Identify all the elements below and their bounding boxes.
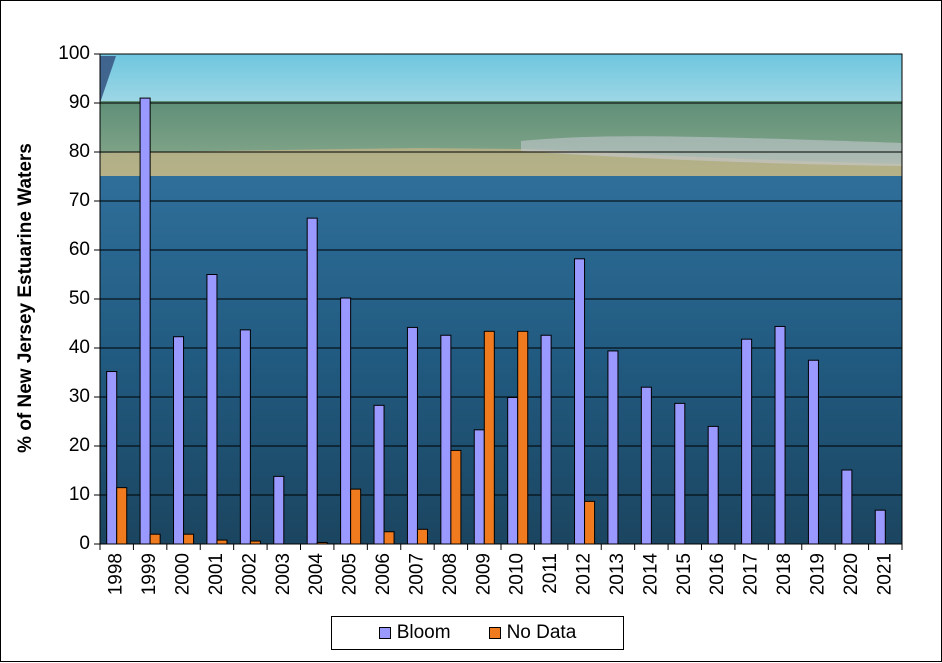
bar-no-data-1998 — [117, 488, 127, 544]
y-tick-label: 20 — [69, 435, 90, 456]
x-tick-label: 2003 — [273, 553, 294, 595]
x-tick-label: 2021 — [874, 553, 895, 595]
x-tick-label: 2019 — [807, 553, 828, 595]
x-tick-labels: 1998 1999 2000 2001 2002 2003 2004 2005 2006 2007… — [106, 553, 896, 596]
y-tick-label: 10 — [69, 484, 90, 505]
x-tick-label: 2016 — [707, 553, 728, 595]
bar-bloom-1999 — [140, 98, 150, 544]
bar-no-data-2007 — [417, 529, 427, 544]
y-tick-label: 0 — [79, 533, 90, 554]
bar-bloom-2015 — [675, 403, 685, 544]
bar-bloom-2011 — [541, 335, 551, 544]
bar-bloom-2018 — [775, 326, 785, 544]
x-tick-label: 2014 — [640, 553, 661, 596]
bar-no-data-2010 — [518, 331, 528, 544]
legend: Bloom No Data — [331, 616, 624, 650]
x-tick-label: 2005 — [340, 553, 361, 595]
bar-bloom-2002 — [240, 330, 250, 544]
bar-bloom-2009 — [474, 430, 484, 544]
x-tick-label: 2018 — [774, 553, 795, 595]
bar-bloom-2005 — [341, 298, 351, 544]
bar-bloom-2016 — [708, 426, 718, 544]
bar-no-data-2012 — [585, 501, 595, 544]
x-tick-label: 2008 — [440, 553, 461, 595]
bar-no-data-2006 — [384, 532, 394, 544]
y-tick-label: 90 — [69, 92, 90, 113]
x-tick-label: 2017 — [741, 553, 762, 595]
legend-swatch-no-data — [489, 627, 501, 639]
y-tick-label: 70 — [69, 190, 90, 211]
x-tick-label: 2009 — [473, 553, 494, 595]
y-tick-label: 60 — [69, 239, 90, 260]
y-tick-labels: 0 10 20 30 40 50 60 70 80 90 100 — [58, 43, 90, 554]
legend-item-bloom: Bloom — [379, 622, 451, 644]
x-tick-label: 2006 — [373, 553, 394, 595]
bar-bloom-2017 — [742, 339, 752, 544]
legend-label-bloom: Bloom — [397, 622, 451, 644]
bar-bloom-2019 — [808, 360, 818, 544]
x-tick-label: 2012 — [574, 553, 595, 595]
legend-swatch-bloom — [379, 627, 391, 639]
bar-no-data-2009 — [484, 331, 494, 544]
bar-bloom-2014 — [641, 387, 651, 544]
x-tick-label: 2001 — [206, 553, 227, 595]
x-tick-label: 2000 — [173, 553, 194, 595]
bar-bloom-2008 — [441, 335, 451, 544]
bar-bloom-2010 — [508, 397, 518, 544]
bar-no-data-2008 — [451, 450, 461, 544]
legend-item-no-data: No Data — [489, 622, 577, 644]
y-tick-label: 80 — [69, 141, 90, 162]
bar-bloom-2012 — [575, 259, 585, 544]
bar-bloom-2020 — [842, 470, 852, 544]
bar-bloom-2006 — [374, 405, 384, 544]
bar-bloom-2021 — [875, 510, 885, 544]
bar-no-data-2000 — [184, 534, 194, 544]
bar-bloom-2004 — [307, 218, 317, 544]
x-tick-label: 2007 — [406, 553, 427, 595]
x-tick-label: 1998 — [106, 553, 127, 595]
bar-bloom-2013 — [608, 351, 618, 544]
y-axis-label: % of New Jersey Estuarine Waters — [15, 143, 36, 453]
x-tick-label: 2004 — [306, 553, 327, 596]
bar-bloom-2001 — [207, 275, 217, 545]
x-tick-label: 2015 — [674, 553, 695, 595]
x-tick-label: 2020 — [841, 553, 862, 595]
x-tick-label: 1999 — [139, 553, 160, 595]
bar-no-data-1999 — [150, 534, 160, 544]
y-tick-label: 100 — [58, 43, 90, 64]
x-tick-label: 2011 — [540, 553, 561, 594]
bar-no-data-2001 — [217, 540, 227, 544]
bar-no-data-2005 — [351, 489, 361, 544]
x-tick-label: 2010 — [507, 553, 528, 595]
legend-label-no-data: No Data — [507, 622, 577, 644]
bar-bloom-2000 — [174, 337, 184, 544]
y-tick-label: 30 — [69, 386, 90, 407]
x-tick-label: 2013 — [607, 553, 628, 595]
y-tick-label: 50 — [69, 288, 90, 309]
x-tick-label: 2002 — [239, 553, 260, 595]
y-tick-label: 40 — [69, 337, 90, 358]
bar-bloom-2003 — [274, 476, 284, 544]
bar-bloom-1998 — [107, 372, 117, 544]
bar-bloom-2007 — [407, 327, 417, 544]
